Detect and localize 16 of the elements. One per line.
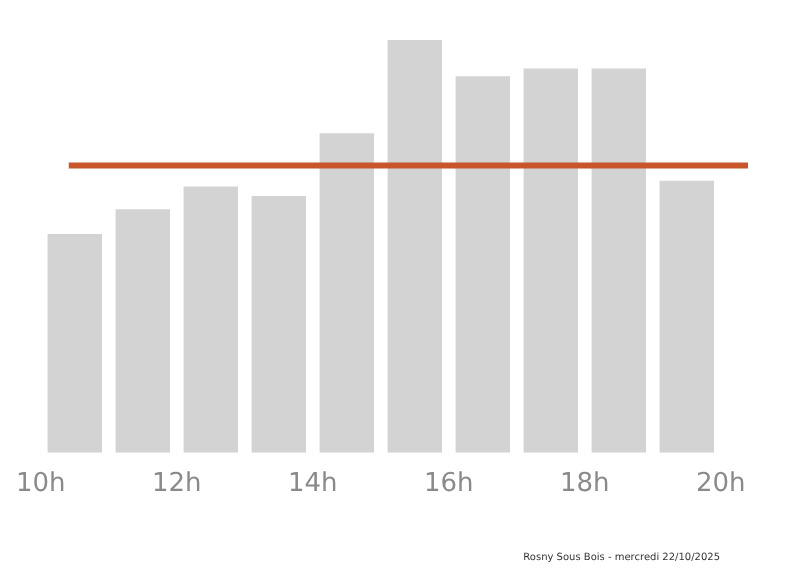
x-tick-label: 20h <box>696 469 746 500</box>
bar <box>455 76 510 453</box>
x-tick-label: 12h <box>152 469 202 500</box>
x-tick-label: 14h <box>288 469 338 500</box>
bar <box>591 68 646 453</box>
bar <box>523 68 578 453</box>
x-tick-label: 18h <box>560 469 610 500</box>
bar <box>183 186 238 453</box>
bar <box>47 234 102 453</box>
bar <box>319 133 374 453</box>
x-tick-label: 10h <box>16 469 66 500</box>
bar <box>659 180 714 453</box>
bar <box>251 196 306 453</box>
bar <box>115 209 170 453</box>
x-tick-label: 16h <box>424 469 474 500</box>
bar <box>387 40 442 453</box>
